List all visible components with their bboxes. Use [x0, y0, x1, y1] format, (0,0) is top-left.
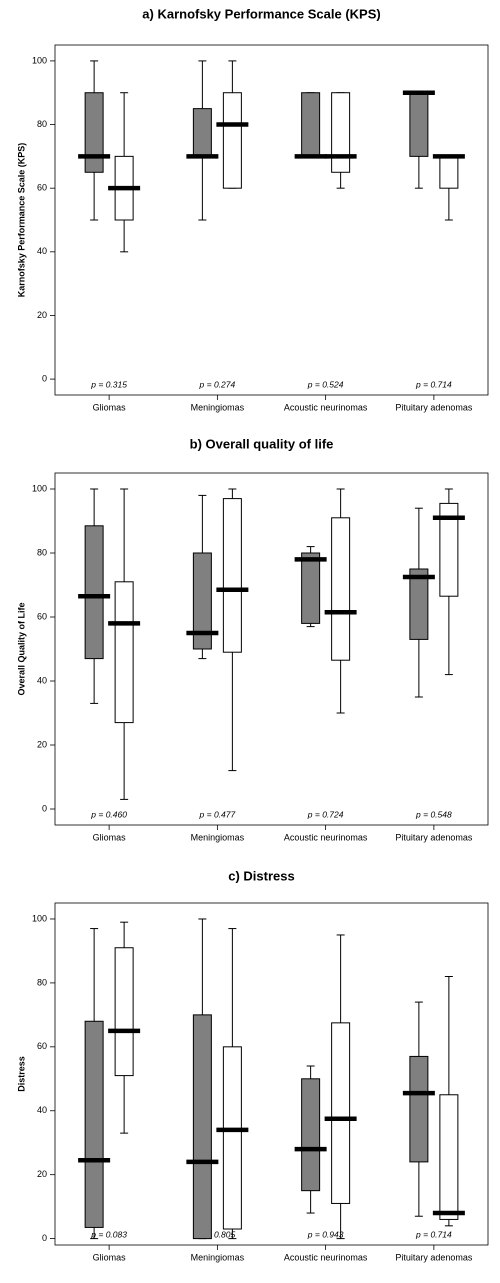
box — [409, 1055, 429, 1163]
x-tick-label: Acoustic neurinomas — [284, 832, 368, 842]
p-value: p = 0.524 — [307, 379, 344, 389]
y-tick-label: 20 — [37, 310, 47, 320]
box — [222, 92, 242, 189]
box — [331, 517, 351, 661]
box — [439, 1094, 459, 1220]
x-tick-label: Pituitary adenomas — [395, 402, 473, 412]
p-value: p = 0.548 — [415, 809, 452, 819]
y-tick-label: 60 — [37, 183, 47, 193]
box — [301, 1078, 321, 1192]
y-tick-label: 20 — [37, 1169, 47, 1179]
plot-frame — [54, 44, 489, 396]
box — [409, 92, 429, 157]
box — [439, 502, 459, 597]
p-value: p = 0.943 — [307, 1229, 344, 1239]
chart-title: c) Distress — [228, 868, 294, 883]
y-tick-label: 80 — [37, 977, 47, 987]
p-value: p = 0.083 — [90, 1229, 127, 1239]
x-tick-label: Pituitary adenomas — [395, 832, 473, 842]
y-tick-label: 100 — [32, 483, 47, 493]
y-tick-label: 60 — [37, 611, 47, 621]
x-tick-label: Gliomas — [93, 832, 127, 842]
box — [222, 1046, 242, 1230]
chart-title: a) Karnofsky Performance Scale (KPS) — [142, 6, 380, 21]
box — [409, 568, 429, 640]
box — [222, 498, 242, 653]
x-tick-label: Acoustic neurinomas — [284, 1252, 368, 1262]
y-tick-label: 100 — [32, 913, 47, 923]
y-tick-label: 40 — [37, 246, 47, 256]
y-tick-label: 60 — [37, 1041, 47, 1051]
x-tick-label: Meningiomas — [191, 1252, 245, 1262]
y-tick-label: 80 — [37, 547, 47, 557]
box — [301, 552, 321, 624]
y-tick-label: 40 — [37, 1105, 47, 1115]
x-tick-label: Meningiomas — [191, 832, 245, 842]
p-value: p = 0.477 — [199, 809, 236, 819]
x-tick-label: Meningiomas — [191, 402, 245, 412]
x-tick-label: Gliomas — [93, 1252, 127, 1262]
p-value: p = 0.315 — [90, 379, 127, 389]
y-tick-label: 0 — [42, 1233, 47, 1243]
box — [84, 92, 104, 173]
y-tick-label: 100 — [32, 55, 47, 65]
x-tick-label: Pituitary adenomas — [395, 1252, 473, 1262]
y-axis-label: Karnofsky Performance Scale (KPS) — [16, 143, 26, 298]
x-tick-label: Acoustic neurinomas — [284, 402, 368, 412]
p-value: p = 0.714 — [415, 1229, 452, 1239]
plot-frame — [54, 902, 489, 1246]
plot-frame — [54, 472, 489, 826]
y-tick-label: 20 — [37, 739, 47, 749]
box — [114, 947, 134, 1077]
p-value: p = 0.460 — [90, 809, 127, 819]
y-tick-label: 0 — [42, 803, 47, 813]
p-value: p = 0.714 — [415, 379, 452, 389]
p-value: p = 0.274 — [199, 379, 236, 389]
y-tick-label: 0 — [42, 373, 47, 383]
chart-title: b) Overall quality of life — [190, 436, 334, 451]
y-tick-label: 80 — [37, 119, 47, 129]
p-value: p = 0.805 — [199, 1229, 236, 1239]
y-axis-label: Distress — [16, 1056, 26, 1092]
box — [84, 1020, 104, 1228]
box — [192, 552, 212, 650]
box — [301, 92, 321, 157]
box — [84, 525, 104, 660]
p-value: p = 0.724 — [307, 809, 344, 819]
y-tick-label: 40 — [37, 675, 47, 685]
y-axis-label: Overall Quality of Life — [16, 602, 26, 695]
box — [192, 108, 212, 157]
box — [192, 1014, 212, 1240]
box — [439, 155, 459, 189]
box — [331, 92, 351, 173]
x-tick-label: Gliomas — [93, 402, 127, 412]
box — [114, 581, 134, 724]
box — [331, 1022, 351, 1204]
